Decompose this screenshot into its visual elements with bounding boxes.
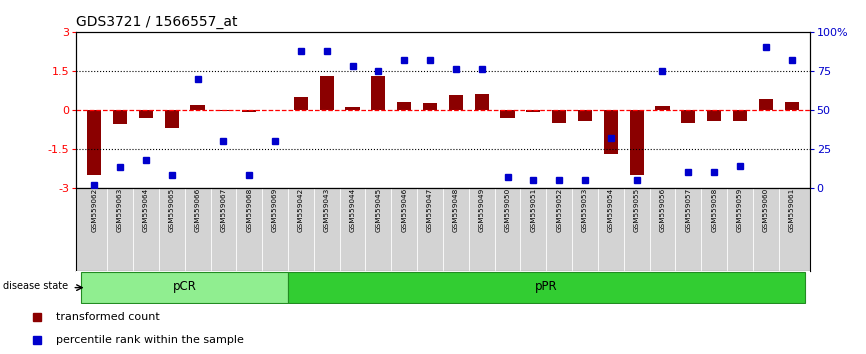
Bar [553, 110, 566, 123]
Text: GSM559043: GSM559043 [324, 188, 330, 232]
Bar [656, 106, 669, 110]
Text: GSM559047: GSM559047 [427, 188, 433, 232]
Text: GSM559045: GSM559045 [375, 188, 381, 232]
Bar [191, 104, 204, 110]
Text: transformed count: transformed count [56, 312, 160, 322]
Text: disease state: disease state [3, 281, 68, 291]
Bar [759, 99, 773, 110]
Text: GSM559050: GSM559050 [505, 188, 511, 232]
Text: percentile rank within the sample: percentile rank within the sample [56, 335, 244, 346]
Bar [139, 110, 153, 118]
Text: GSM559054: GSM559054 [608, 188, 614, 232]
Bar [165, 110, 179, 128]
Text: GSM559046: GSM559046 [401, 188, 407, 232]
Bar [449, 96, 463, 110]
Text: GSM559055: GSM559055 [634, 188, 640, 232]
Text: GSM559059: GSM559059 [737, 188, 743, 232]
Text: GSM559063: GSM559063 [117, 188, 123, 232]
Text: GSM559048: GSM559048 [453, 188, 459, 232]
Bar [288, 273, 805, 303]
Bar [707, 110, 721, 121]
Bar [423, 103, 437, 110]
Text: GSM559058: GSM559058 [711, 188, 717, 232]
Bar [294, 97, 308, 110]
Bar [527, 110, 540, 112]
Bar [372, 76, 385, 110]
Text: pCR: pCR [172, 280, 197, 293]
Text: GDS3721 / 1566557_at: GDS3721 / 1566557_at [76, 16, 237, 29]
Text: GSM559060: GSM559060 [763, 188, 769, 232]
Text: GSM559052: GSM559052 [556, 188, 562, 232]
Text: GSM559049: GSM559049 [479, 188, 485, 232]
Text: GSM559068: GSM559068 [246, 188, 252, 232]
Bar [785, 102, 798, 110]
Bar [733, 110, 747, 121]
Bar [113, 110, 127, 124]
Text: GSM559062: GSM559062 [91, 188, 97, 232]
Text: GSM559051: GSM559051 [530, 188, 536, 232]
Bar [397, 102, 411, 110]
Bar [475, 94, 488, 110]
Text: GSM559042: GSM559042 [298, 188, 304, 232]
Bar [682, 110, 695, 123]
Bar [630, 110, 643, 175]
Text: GSM559057: GSM559057 [685, 188, 691, 232]
Bar [501, 110, 514, 118]
Bar [87, 110, 101, 175]
Text: GSM559067: GSM559067 [221, 188, 226, 232]
Bar [346, 107, 359, 110]
Bar [604, 110, 618, 154]
Text: GSM559061: GSM559061 [789, 188, 795, 232]
Text: GSM559065: GSM559065 [169, 188, 175, 232]
Text: GSM559066: GSM559066 [195, 188, 201, 232]
Bar [242, 110, 256, 112]
Text: GSM559053: GSM559053 [582, 188, 588, 232]
Text: pPR: pPR [535, 280, 558, 293]
Bar [320, 76, 333, 110]
Text: GSM559044: GSM559044 [350, 188, 356, 232]
Text: GSM559064: GSM559064 [143, 188, 149, 232]
Bar [81, 273, 288, 303]
Bar [578, 110, 592, 121]
Bar [216, 110, 230, 111]
Text: GSM559069: GSM559069 [272, 188, 278, 232]
Text: GSM559056: GSM559056 [660, 188, 665, 232]
